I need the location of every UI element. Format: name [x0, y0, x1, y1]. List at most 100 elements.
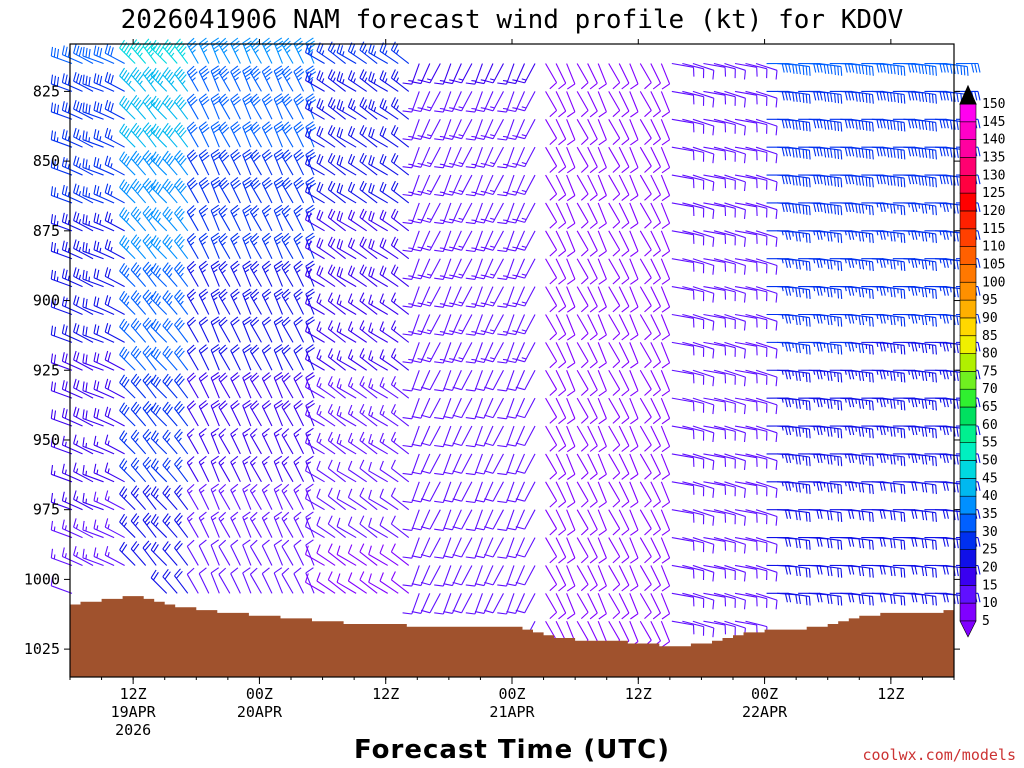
wind-barb [61, 324, 83, 343]
wind-barb [734, 453, 758, 467]
wind-barb [629, 481, 639, 508]
wind-barb [273, 483, 283, 510]
wind-barb [281, 205, 294, 232]
wind-barb [150, 151, 168, 176]
wind-barb [82, 297, 104, 316]
wind-barb [484, 481, 504, 502]
wind-barb [420, 314, 441, 335]
wind-barb [474, 119, 494, 140]
wind-barb [452, 258, 473, 279]
wind-barb [692, 90, 715, 108]
wind-barb [150, 123, 168, 148]
wind-barb [618, 425, 630, 452]
wind-barb [692, 592, 715, 610]
wind-barb [93, 547, 115, 566]
wind-barb [359, 208, 378, 232]
wind-barb [566, 425, 576, 453]
wind-barb [162, 373, 178, 399]
wind-barb [327, 125, 346, 148]
wind-barb [261, 65, 273, 92]
wind-barb [368, 238, 388, 260]
wind-barb [682, 620, 705, 636]
wind-barb [218, 149, 231, 176]
wind-barb [61, 129, 83, 148]
wind-barb [304, 210, 325, 232]
wind-barb [368, 127, 388, 148]
wind-barb [515, 370, 536, 391]
wind-barb [50, 46, 73, 65]
wind-barb [692, 509, 715, 526]
wind-barb [150, 402, 168, 427]
wind-barb [734, 118, 758, 133]
wind-barb [50, 102, 73, 120]
wind-barb [608, 565, 621, 592]
x-tick-label: 19APR [111, 703, 157, 721]
wind-barb [587, 565, 598, 592]
wind-barb [913, 509, 937, 522]
wind-barb [650, 286, 661, 313]
wind-barb [597, 119, 607, 146]
wind-barb [629, 397, 639, 425]
wind-barb [597, 537, 607, 564]
wind-barb [671, 118, 695, 133]
wind-barb [218, 177, 231, 204]
wind-barb [913, 286, 937, 299]
wind-barb [465, 453, 483, 476]
wind-barb [703, 592, 727, 607]
wind-barb [484, 286, 504, 307]
wind-barb [724, 481, 746, 498]
wind-barb [692, 369, 715, 387]
wind-barb [576, 481, 589, 508]
wind-barb [150, 458, 168, 483]
wind-barb [210, 65, 222, 92]
surface-terrain [70, 596, 954, 677]
wind-barb [50, 269, 73, 288]
wind-barb [73, 546, 94, 566]
wind-barb [566, 593, 576, 620]
colorbar-segment [959, 406, 977, 426]
wind-barb [230, 400, 241, 427]
wind-barb [545, 537, 558, 564]
wind-barb [359, 236, 378, 260]
wind-barb [230, 455, 241, 483]
wind-barb [566, 258, 576, 285]
wind-barb [515, 258, 536, 279]
wind-barb [484, 202, 504, 223]
wind-barb [304, 573, 325, 594]
wind-barb [327, 97, 346, 120]
wind-barb [692, 481, 715, 498]
wind-barb [210, 288, 221, 315]
wind-barb [186, 539, 199, 566]
wind-barb [576, 91, 589, 118]
wind-barb [745, 146, 768, 162]
wind-barb [249, 539, 262, 566]
wind-barb [474, 286, 494, 308]
wind-barb [913, 146, 937, 160]
colorbar-label: 115 [982, 222, 1005, 237]
wind-barb [703, 397, 727, 412]
wind-barb [506, 202, 526, 224]
wind-barb [713, 453, 736, 469]
wind-barb [497, 286, 515, 308]
wind-barb [359, 571, 378, 594]
wind-barbs [50, 37, 981, 648]
wind-barb [273, 176, 285, 204]
wind-barb [293, 372, 305, 399]
wind-barb [650, 481, 661, 508]
wind-barb [93, 240, 115, 260]
wind-barb [162, 122, 178, 148]
wind-barb [218, 260, 231, 287]
wind-barb [629, 537, 639, 564]
wind-barb [629, 146, 639, 174]
wind-barb [242, 399, 252, 427]
wind-barb [484, 258, 504, 279]
wind-barb [249, 177, 262, 204]
wind-barb [692, 62, 715, 80]
wind-barb [555, 509, 567, 536]
colorbar-label: 125 [982, 186, 1005, 201]
wind-barb [142, 289, 157, 315]
wind-barb [713, 341, 736, 357]
wind-barb [882, 481, 906, 495]
wind-barb [304, 461, 325, 483]
wind-barb [671, 258, 695, 272]
